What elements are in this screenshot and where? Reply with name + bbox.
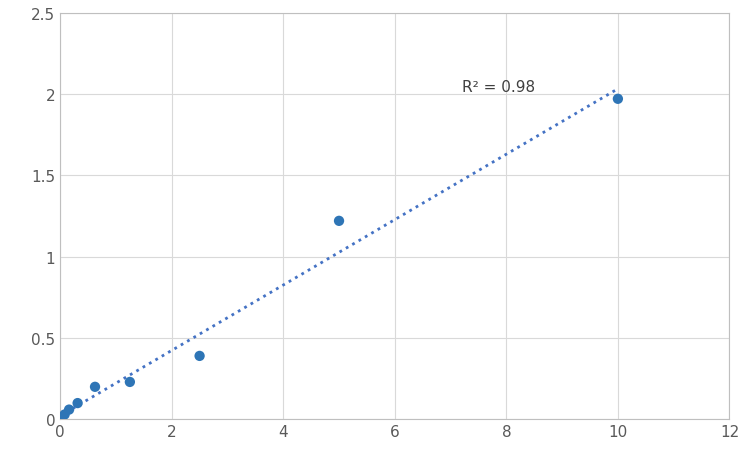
Point [54, 416, 66, 423]
Point [193, 353, 205, 360]
Point [71, 400, 83, 407]
Point [124, 378, 136, 386]
Point [59, 411, 71, 418]
Point [89, 383, 101, 391]
Point [612, 96, 624, 103]
Point [63, 406, 75, 413]
Point [333, 218, 345, 225]
Text: R² = 0.98: R² = 0.98 [462, 79, 535, 94]
